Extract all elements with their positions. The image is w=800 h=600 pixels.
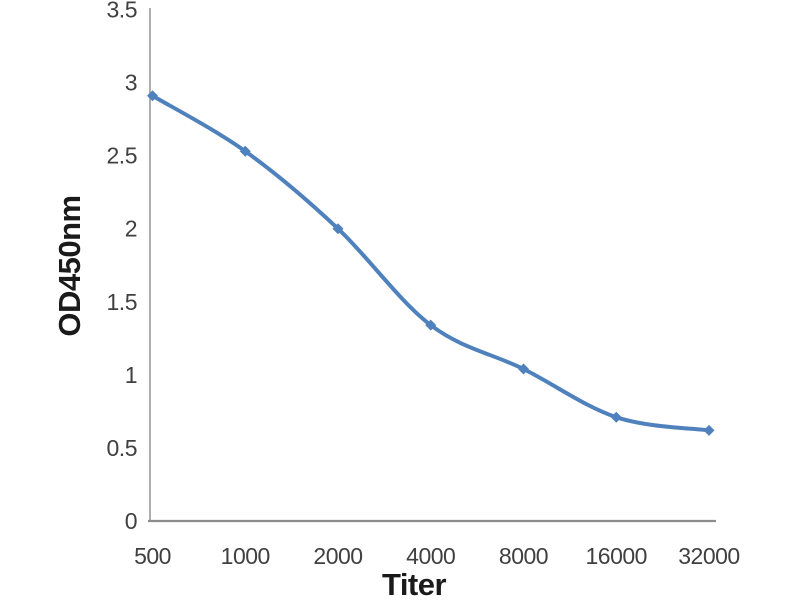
y-tick-label: 3.5 xyxy=(107,0,137,23)
series-line xyxy=(150,93,711,433)
y-tick-label: 2.5 xyxy=(107,143,137,169)
data-point-marker xyxy=(147,90,158,102)
x-tick-label: 1000 xyxy=(221,543,270,569)
x-tick-label: 2000 xyxy=(313,543,362,569)
data-point-marker xyxy=(703,424,715,436)
x-tick-label: 500 xyxy=(134,543,171,569)
data-point-marker xyxy=(425,319,437,331)
y-tick-label: 2 xyxy=(125,216,137,242)
y-tick-label: 3 xyxy=(125,70,137,96)
y-tick-label: 0.5 xyxy=(107,435,137,461)
data-point-marker xyxy=(610,411,622,423)
y-tick-label: 1.5 xyxy=(107,289,137,315)
data-point-marker xyxy=(239,145,251,157)
y-tick-label: 1 xyxy=(125,362,137,388)
x-tick-label: 16000 xyxy=(586,543,647,569)
y-tick-label: 0 xyxy=(125,508,137,534)
x-tick-label: 32000 xyxy=(678,543,739,569)
x-axis-title: Titer xyxy=(381,567,447,600)
data-point-marker xyxy=(332,223,344,235)
y-axis-title: OD450nm xyxy=(52,195,87,337)
x-tick-label: 8000 xyxy=(499,543,548,569)
data-point-marker xyxy=(518,363,529,375)
x-tick-label: 4000 xyxy=(406,543,455,569)
